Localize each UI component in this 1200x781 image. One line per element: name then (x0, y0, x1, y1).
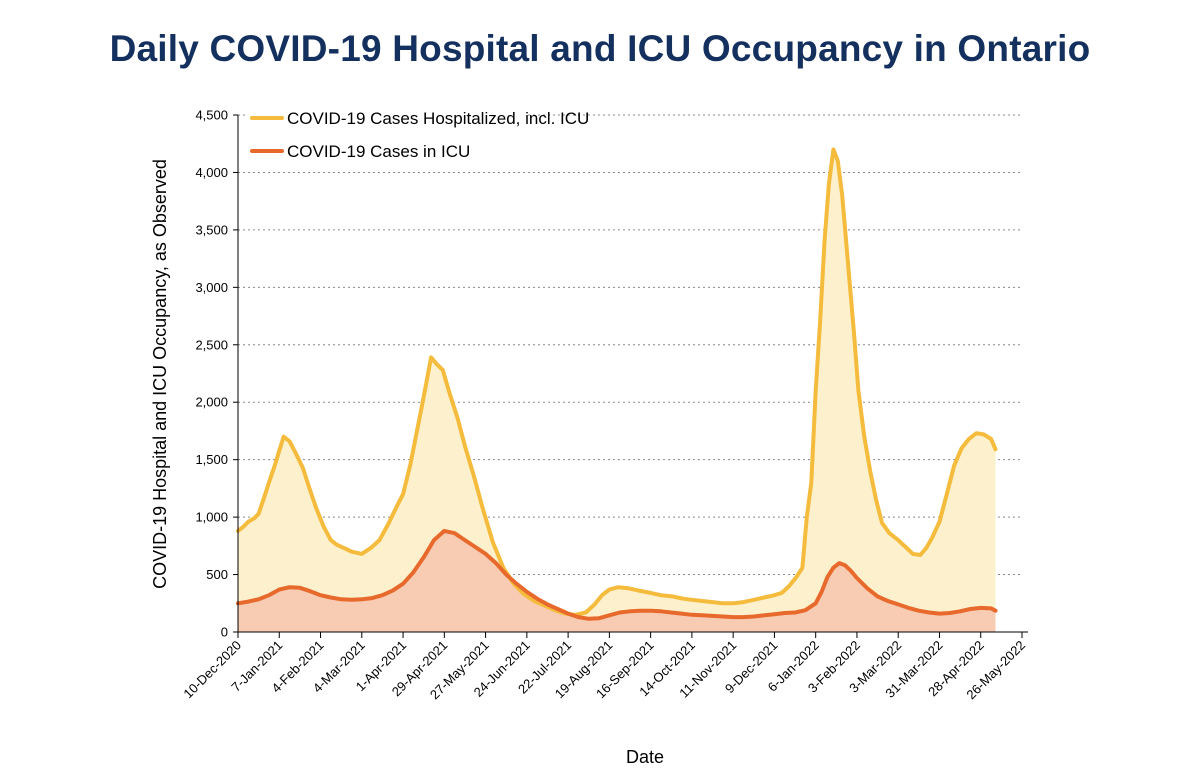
y-tick-label-9: 4,500 (195, 108, 228, 123)
legend-label-1: COVID-19 Cases in ICU (287, 142, 470, 161)
x-tick-label-0: 10-Dec-2020 (180, 638, 244, 702)
legend: COVID-19 Cases Hospitalized, incl. ICU CO… (247, 107, 589, 162)
grid (238, 114, 1022, 576)
legend-bg-1 (247, 140, 527, 162)
y-tick-label-1: 500 (206, 567, 228, 582)
series-area-1 (238, 530, 996, 632)
y-tick-label-3: 1,500 (195, 452, 228, 467)
axes (233, 114, 1028, 638)
series-area-0 (238, 149, 996, 632)
y-axis-title: COVID-19 Hospital and ICU Occupancy, as … (150, 159, 170, 589)
y-tick-label-7: 3,500 (195, 222, 228, 237)
y-tick-label-5: 2,500 (195, 337, 228, 352)
series-areas (238, 149, 996, 632)
chart-title: Daily COVID-19 Hospital and ICU Occupanc… (109, 28, 1091, 69)
y-tick-label-2: 1,000 (195, 510, 228, 525)
y-tick-label-0: 0 (221, 625, 228, 640)
legend-label-0: COVID-19 Cases Hospitalized, incl. ICU (287, 109, 589, 128)
legend-bg-0 (247, 107, 527, 129)
y-tick-label-8: 4,000 (195, 165, 228, 180)
series-lines (236, 147, 998, 621)
x-tick-labels: 10-Dec-20207-Jan-20214-Feb-20214-Mar-202… (180, 638, 1028, 703)
x-axis-title: Date (626, 747, 664, 767)
y-tick-labels: 0 500 1,000 1,500 2,000 2,500 3,000 3,500 4,000 4… (195, 108, 228, 640)
series-line-1 (236, 528, 998, 621)
y-tick-label-4: 2,000 (195, 395, 228, 410)
series-line-0 (236, 147, 998, 617)
y-tick-label-6: 3,000 (195, 280, 228, 295)
